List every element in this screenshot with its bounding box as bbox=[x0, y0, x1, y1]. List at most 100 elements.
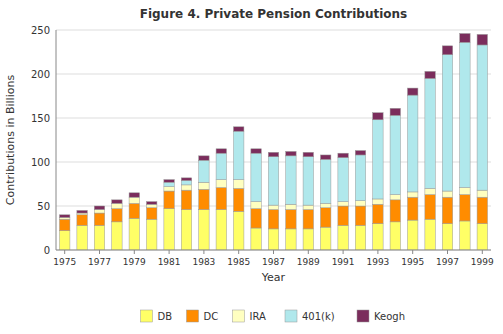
legend-swatch bbox=[187, 310, 199, 322]
bar-segment bbox=[355, 201, 365, 206]
bar-segment bbox=[216, 149, 226, 153]
grid-line bbox=[56, 30, 491, 31]
bar-segment bbox=[129, 193, 139, 197]
bar-segment bbox=[199, 156, 209, 160]
bar-segment bbox=[112, 222, 122, 250]
bar-segment bbox=[373, 224, 383, 250]
bar-segment bbox=[94, 213, 104, 225]
bar-segment bbox=[146, 219, 156, 250]
bar-segment bbox=[390, 200, 400, 222]
x-tick bbox=[134, 250, 135, 254]
bar-segment bbox=[59, 219, 69, 230]
bar-segment bbox=[477, 45, 487, 190]
bar-segment bbox=[338, 158, 348, 202]
x-tick bbox=[343, 250, 344, 254]
bar-segment bbox=[286, 151, 296, 155]
x-tick bbox=[64, 250, 65, 254]
bar-segment bbox=[77, 225, 87, 250]
legend-label: IRA bbox=[250, 311, 266, 322]
bar-segment bbox=[303, 229, 313, 250]
bar-segment bbox=[268, 229, 278, 250]
y-axis: 050100150200250 bbox=[31, 25, 491, 256]
x-tick bbox=[377, 250, 378, 254]
x-tick-label: 1975 bbox=[53, 257, 76, 267]
bar-segment bbox=[460, 34, 470, 43]
background bbox=[0, 0, 503, 334]
bar-segment bbox=[407, 88, 417, 95]
y-tick-label: 50 bbox=[37, 201, 50, 212]
bar-segment bbox=[112, 200, 122, 204]
chart: Figure 4. Private Pension Contributions0… bbox=[0, 0, 503, 334]
bar-segment bbox=[425, 78, 435, 188]
bar-segment bbox=[181, 178, 191, 181]
bar-segment bbox=[233, 127, 243, 131]
legend-swatch bbox=[141, 310, 153, 322]
legend-label: Keogh bbox=[374, 311, 405, 322]
bar-segment bbox=[338, 153, 348, 157]
legend-label: DC bbox=[204, 311, 219, 322]
bar-segment bbox=[216, 188, 226, 210]
bar-segment bbox=[59, 217, 69, 219]
bar-segment bbox=[146, 204, 156, 208]
bar-segment bbox=[303, 210, 313, 229]
bar-segment bbox=[390, 108, 400, 115]
bar-segment bbox=[320, 159, 330, 203]
bar-segment bbox=[233, 211, 243, 250]
bar-segment bbox=[164, 191, 174, 209]
bar-segment bbox=[112, 209, 122, 222]
bar-segment bbox=[338, 225, 348, 250]
x-tick-label: 1987 bbox=[262, 257, 285, 267]
bar-segment bbox=[251, 228, 261, 250]
legend-label: DB bbox=[158, 311, 173, 322]
bar-segment bbox=[425, 195, 435, 220]
x-tick bbox=[447, 250, 448, 254]
x-axis: 1975197719791981198319851987198919911993… bbox=[53, 250, 494, 267]
bar-segment bbox=[268, 157, 278, 205]
bar-segment bbox=[164, 182, 174, 186]
bar-segment bbox=[181, 185, 191, 190]
bar-segment bbox=[425, 71, 435, 78]
bar-segment bbox=[216, 153, 226, 179]
x-tick bbox=[238, 250, 239, 254]
bar-segment bbox=[233, 188, 243, 211]
x-tick bbox=[99, 250, 100, 254]
bar-segment bbox=[355, 206, 365, 225]
bar-segment bbox=[355, 225, 365, 250]
y-tick-label: 150 bbox=[31, 113, 50, 124]
bar-segment bbox=[181, 190, 191, 209]
legend: DBDCIRA401(k)Keogh bbox=[141, 310, 406, 322]
legend-swatch bbox=[285, 310, 297, 322]
bar-segment bbox=[320, 155, 330, 159]
bar-segment bbox=[355, 151, 365, 155]
bar-segment bbox=[94, 210, 104, 214]
bar-segment bbox=[77, 215, 87, 226]
bar-segment bbox=[407, 220, 417, 250]
bar-segment bbox=[233, 180, 243, 189]
x-axis-label: Year bbox=[261, 271, 286, 284]
bar-segment bbox=[251, 149, 261, 153]
bar-segment bbox=[373, 113, 383, 120]
bar-segment bbox=[77, 210, 87, 213]
bar-segment bbox=[477, 197, 487, 223]
bar-segment bbox=[112, 203, 122, 208]
bar-segment bbox=[129, 218, 139, 250]
y-tick-label: 0 bbox=[44, 245, 50, 256]
x-tick-label: 1989 bbox=[297, 257, 320, 267]
y-axis-label: Contributions in Billions bbox=[4, 75, 17, 206]
bar-segment bbox=[59, 231, 69, 250]
bar-segment bbox=[129, 203, 139, 218]
bar-segment bbox=[199, 210, 209, 250]
bar-segment bbox=[373, 204, 383, 223]
bar-segment bbox=[164, 187, 174, 191]
bar-segment bbox=[303, 205, 313, 209]
bar-segment bbox=[442, 197, 452, 223]
bar-segment bbox=[199, 189, 209, 209]
y-tick-label: 100 bbox=[31, 157, 50, 168]
bar-segment bbox=[216, 180, 226, 188]
x-tick-label: 1997 bbox=[436, 257, 459, 267]
x-tick-label: 1993 bbox=[366, 257, 389, 267]
bar-segment bbox=[460, 221, 470, 250]
bar-segment bbox=[251, 153, 261, 201]
bar-segment bbox=[268, 205, 278, 209]
x-tick-label: 1983 bbox=[192, 257, 215, 267]
